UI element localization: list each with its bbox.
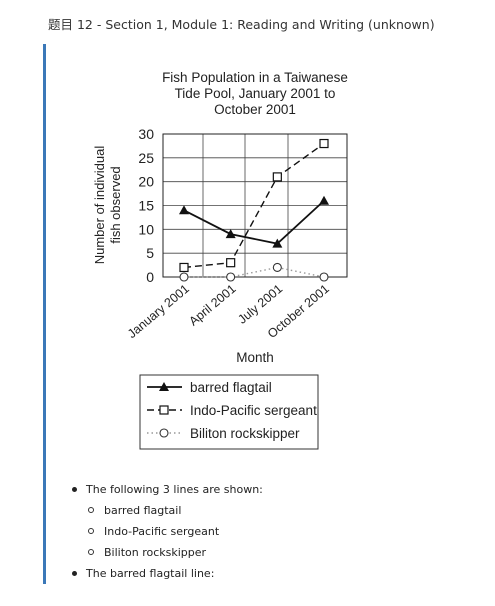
bullet-next: The barred flagtail line: [68,563,468,584]
series-2-point-1 [226,258,236,268]
series-line-1 [183,200,325,245]
series-1-point-1 [225,229,236,239]
description-list: The following 3 lines are shown: barred … [68,479,468,584]
y-tick-label-6: 30 [138,126,154,142]
y-axis-label-line-2: fish observed [108,166,123,243]
y-tick-label-4: 20 [138,174,154,190]
left-accent-bar [43,44,46,584]
bullet-intro: The following 3 lines are shown: [68,479,468,500]
legend-label-3: Biliton rockskipper [190,426,300,441]
legend-label-1: barred flagtail [190,380,272,395]
chart-title-line-1: Fish Population in a Taiwanese [162,70,348,85]
series-3-point-0 [179,272,189,282]
bullet-line-1: barred flagtail [68,500,468,521]
series-1-point-0 [179,205,189,215]
bullet-line-2: Indo-Pacific sergeant [68,521,468,542]
series-2-point-2 [272,172,282,182]
y-tick-label-2: 10 [138,221,154,237]
chart-title-line-3: October 2001 [214,102,296,117]
y-tick-label-3: 15 [138,198,154,214]
y-tick-label-5: 25 [138,150,154,166]
x-tick-label-1: April 2001 [186,282,238,329]
series-2-point-3 [319,138,329,149]
series-1-point-2 [272,238,283,248]
series-3-point-3 [319,272,329,282]
y-axis-label-line-1: Number of individual [92,146,107,265]
series-line-2 [183,142,325,269]
legend-marker-3 [159,428,169,438]
bullet-line-3: Biliton rockskipper [68,542,468,563]
x-axis-label: Month [236,350,274,365]
page-heading: 题目 12 - Section 1, Module 1: Reading and… [48,17,435,32]
series-2-point-0 [179,262,189,273]
series-3-point-2 [272,262,282,273]
x-tick-label-0: January 2001 [125,282,192,341]
series-1-point-3 [319,195,329,205]
chart-title-line-2: Tide Pool, January 2001 to [175,86,336,101]
y-tick-label-1: 5 [146,245,154,261]
series-line-3 [184,266,325,278]
y-tick-label-0: 0 [146,269,154,285]
legend-marker-2 [159,405,169,415]
legend-marker-1 [159,382,169,391]
plot-frame [162,133,348,278]
legend-label-2: Indo-Pacific sergeant [190,403,317,418]
series-3-point-1 [226,272,236,282]
